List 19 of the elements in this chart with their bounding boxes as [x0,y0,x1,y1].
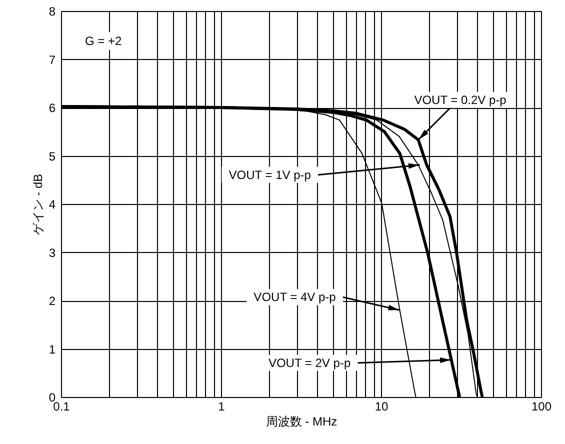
y-tick-label: 6 [48,101,56,115]
y-axis-title: ゲイン - dB [30,174,45,236]
x-tick-label: 1 [218,400,226,414]
annotation: VOUT = 4V p-p [254,290,336,304]
x-tick-label: 0.1 [53,400,70,414]
y-tick-label: 5 [48,149,56,164]
x-axis-title: 周波数 - MHz [266,414,338,428]
annotation: VOUT = 1V p-p [228,168,312,182]
y-tick-label: 7 [48,52,56,67]
annotation: G = +2 [85,34,122,48]
y-tick-label: 3 [48,246,56,260]
y-tick-label: 4 [48,198,56,212]
annotation: VOUT = 0.2V p-p [414,92,507,107]
y-tick-label: 2 [48,294,56,308]
y-tick-label: 8 [48,4,56,18]
annotation: VOUT = 2V p-p [268,356,351,370]
y-tick-label: 1 [48,342,56,356]
x-tick-label: 10 [374,400,388,414]
x-tick-label: 100 [531,400,552,414]
